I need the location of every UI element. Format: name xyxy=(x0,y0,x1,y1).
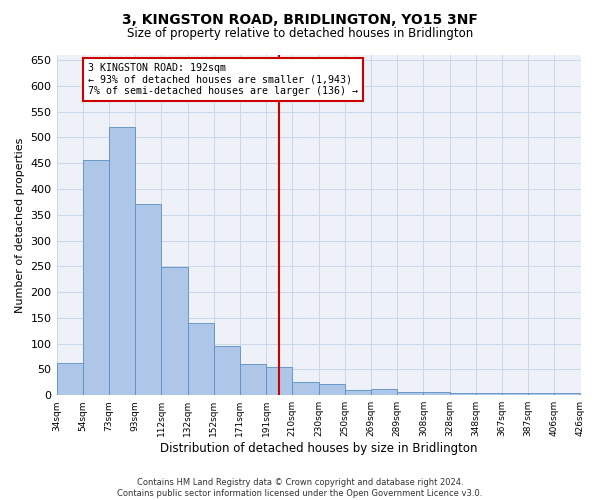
Bar xyxy=(214,346,240,395)
Bar xyxy=(266,367,292,395)
Bar xyxy=(292,382,319,395)
Text: 3, KINGSTON ROAD, BRIDLINGTON, YO15 3NF: 3, KINGSTON ROAD, BRIDLINGTON, YO15 3NF xyxy=(122,12,478,26)
Bar xyxy=(56,363,83,395)
Text: Contains HM Land Registry data © Crown copyright and database right 2024.
Contai: Contains HM Land Registry data © Crown c… xyxy=(118,478,482,498)
Bar xyxy=(554,393,580,395)
Bar xyxy=(476,392,502,395)
Bar xyxy=(161,268,188,395)
Bar xyxy=(109,127,135,395)
Bar xyxy=(424,392,449,395)
Bar xyxy=(345,390,371,395)
Text: 3 KINGSTON ROAD: 192sqm
← 93% of detached houses are smaller (1,943)
7% of semi-: 3 KINGSTON ROAD: 192sqm ← 93% of detache… xyxy=(88,62,358,96)
Text: Size of property relative to detached houses in Bridlington: Size of property relative to detached ho… xyxy=(127,28,473,40)
Bar xyxy=(319,384,345,395)
Bar xyxy=(188,323,214,395)
Bar xyxy=(83,160,109,395)
Bar xyxy=(135,204,161,395)
Bar xyxy=(528,392,554,395)
Bar xyxy=(449,392,476,395)
Bar xyxy=(397,392,424,395)
Bar xyxy=(502,393,528,395)
Y-axis label: Number of detached properties: Number of detached properties xyxy=(15,138,25,313)
X-axis label: Distribution of detached houses by size in Bridlington: Distribution of detached houses by size … xyxy=(160,442,477,455)
Bar xyxy=(371,389,397,395)
Bar xyxy=(240,364,266,395)
